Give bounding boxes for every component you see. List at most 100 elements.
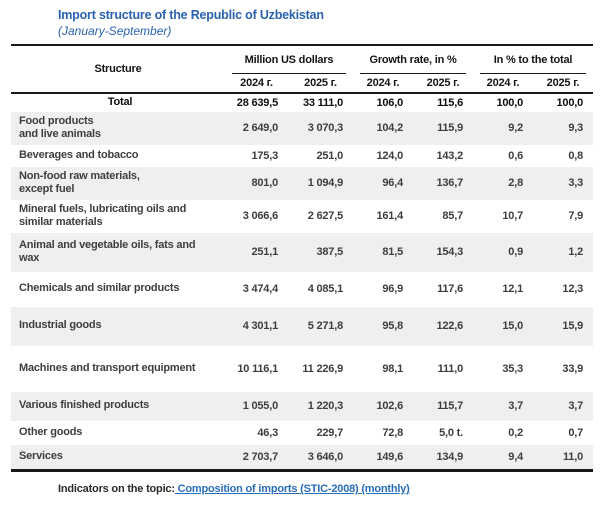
row-label: Industrial goods bbox=[19, 319, 102, 332]
row-label: Chemicals and similar products bbox=[19, 282, 180, 295]
row-value: 143,2 bbox=[436, 149, 463, 162]
row-value: 9,3 bbox=[568, 122, 584, 135]
row-label: Beverages and tobacco bbox=[19, 148, 139, 161]
row-value: 96,9 bbox=[382, 283, 403, 296]
row-value: 3 646,0 bbox=[288, 444, 353, 473]
row-value: 3,7 bbox=[568, 400, 584, 413]
row-label: Food products and live animals bbox=[19, 114, 101, 141]
row-value: 3,3 bbox=[568, 177, 584, 190]
row-value: 1 094,9 bbox=[307, 177, 344, 190]
footer-note: Indicators on the topic: Composition of … bbox=[58, 483, 610, 495]
row-value: 149,6 bbox=[353, 444, 413, 473]
row-value: 11,0 bbox=[533, 444, 594, 473]
row-value: 251,0 bbox=[316, 149, 343, 162]
table-header: Structure Million US dollars Growth rate… bbox=[11, 45, 594, 94]
row-value: 1 055,0 bbox=[242, 400, 279, 413]
row-value: 46,3 bbox=[257, 426, 278, 439]
row-value: 15,0 bbox=[502, 320, 523, 333]
year-header-growth-2024: 2024 г. bbox=[353, 74, 413, 94]
table-row: Industrial goods 4 301,1 5 271,8 95,8 122,6 1… bbox=[11, 306, 594, 346]
year-header-row: 2024 г. 2025 г. 2024 г. 2025 г. 2024 г. … bbox=[11, 74, 594, 94]
row-value: 98,1 bbox=[382, 362, 403, 375]
column-group-growth-rate: Growth rate, in % bbox=[353, 45, 473, 74]
row-label: Total bbox=[107, 96, 133, 108]
year-header-growth-2025: 2025 г. bbox=[413, 74, 473, 94]
table-row: Other goods 46,3 229,7 72,8 5,0 t. 0,2 0,7 bbox=[11, 421, 593, 445]
row-value: 4 301,1 bbox=[242, 320, 279, 333]
group-header-row: Structure Million US dollars Growth rate… bbox=[11, 45, 593, 94]
row-value: 2 649,0 bbox=[242, 122, 279, 135]
row-value: 0,8 bbox=[568, 149, 584, 162]
row-value: 3 066,6 bbox=[242, 210, 279, 223]
row-label: Animal and vegetable oils, fats and wax bbox=[19, 238, 196, 265]
row-value: 1 220,3 bbox=[307, 400, 344, 413]
table-row: Machines and transport equipment 10 116,1… bbox=[11, 346, 593, 392]
row-value: 134,9 bbox=[413, 444, 473, 473]
row-value: 96,4 bbox=[382, 177, 403, 190]
row-value: 85,7 bbox=[442, 210, 463, 223]
year-header-share-2024: 2024 г. bbox=[473, 74, 533, 94]
year-header-share-2025: 2025 г. bbox=[533, 74, 594, 94]
table-row: Total 28 639,5 33 111,0 106,0 115,6 100,0 100,… bbox=[11, 93, 593, 112]
import-structure-table: Structure Million US dollars Growth rate… bbox=[11, 44, 594, 473]
row-value: 9,2 bbox=[508, 122, 523, 135]
row-value: 124,0 bbox=[376, 149, 403, 162]
row-value: 33,9 bbox=[562, 362, 584, 375]
table-row: Various finished products 1 055,0 1 220,3 1… bbox=[11, 391, 594, 421]
row-value: 102,6 bbox=[376, 400, 403, 413]
page-subtitle: (January-September) bbox=[58, 24, 172, 38]
row-value: 0,7 bbox=[568, 426, 584, 439]
row-value: 115,7 bbox=[437, 400, 463, 413]
table-row: Food products and live animals 2 649,0 3 0… bbox=[11, 111, 594, 145]
row-value: 9,4 bbox=[473, 444, 533, 473]
row-value: 5 271,8 bbox=[307, 320, 344, 333]
year-header-usd-2025: 2025 г. bbox=[288, 74, 353, 94]
column-header-structure: Structure bbox=[11, 45, 225, 94]
row-value: 0,6 bbox=[508, 149, 523, 162]
table-row: Services 2 703,7 3 646,0 149,6 134,9 9,4 11,0 bbox=[11, 444, 594, 473]
table-row: Non-food raw materials, except fuel 801,0… bbox=[11, 166, 594, 200]
row-value: 2,8 bbox=[508, 177, 523, 190]
row-value: 0,9 bbox=[508, 246, 523, 259]
table-row: Chemicals and similar products 3 474,4 4 0… bbox=[11, 272, 593, 307]
row-value: 11 226,9 bbox=[302, 362, 343, 375]
row-label: Various finished products bbox=[19, 399, 150, 412]
footer-label: Indicators on the topic: bbox=[58, 483, 175, 496]
row-value: 175,3 bbox=[251, 149, 278, 162]
row-value: 136,7 bbox=[436, 177, 463, 190]
row-value: 81,5 bbox=[382, 246, 403, 259]
row-value: 72,8 bbox=[382, 426, 403, 439]
row-value: 115,6 bbox=[437, 96, 463, 109]
row-value: 3 070,3 bbox=[307, 122, 344, 135]
row-value: 104,2 bbox=[376, 122, 403, 135]
table-body: Total 28 639,5 33 111,0 106,0 115,6 100,0 100,… bbox=[11, 93, 594, 473]
row-value: 4 085,1 bbox=[307, 283, 344, 296]
row-value: 7,9 bbox=[568, 210, 584, 223]
table-row: Animal and vegetable oils, fats and wax 2… bbox=[11, 232, 594, 272]
row-value: 3 474,4 bbox=[242, 283, 279, 296]
row-value: 122,6 bbox=[436, 320, 463, 333]
row-value: 106,0 bbox=[376, 96, 403, 109]
table-row: Mineral fuels, lubricating oils and simi… bbox=[11, 200, 593, 233]
row-label: Other goods bbox=[19, 425, 83, 438]
row-value: 12,3 bbox=[562, 283, 584, 296]
row-value: 1,2 bbox=[568, 246, 584, 259]
row-value: 111,0 bbox=[437, 362, 464, 375]
row-value: 2 627,5 bbox=[307, 210, 344, 223]
row-label: Mineral fuels, lubricating oils and simi… bbox=[19, 202, 187, 229]
row-value: 161,4 bbox=[376, 210, 403, 223]
row-value: 229,7 bbox=[316, 426, 343, 439]
row-value: 2 703,7 bbox=[225, 444, 288, 473]
row-value: 100,0 bbox=[556, 96, 584, 109]
column-group-percent-of-total: In % to the total bbox=[473, 45, 593, 74]
row-value: 154,3 bbox=[436, 246, 463, 259]
composition-of-imports-link[interactable]: Composition of imports (STIC-2008) (mont… bbox=[174, 483, 410, 496]
row-value: 33 111,0 bbox=[302, 96, 343, 109]
row-value: 251,1 bbox=[251, 246, 278, 259]
page-title: Import structure of the Republic of Uzbe… bbox=[58, 8, 324, 22]
row-value: 15,9 bbox=[562, 320, 584, 333]
row-value: 28 639,5 bbox=[236, 96, 278, 109]
table-row: Beverages and tobacco 175,3 251,0 124,0 143,… bbox=[11, 145, 593, 167]
row-value: 387,5 bbox=[316, 246, 343, 259]
